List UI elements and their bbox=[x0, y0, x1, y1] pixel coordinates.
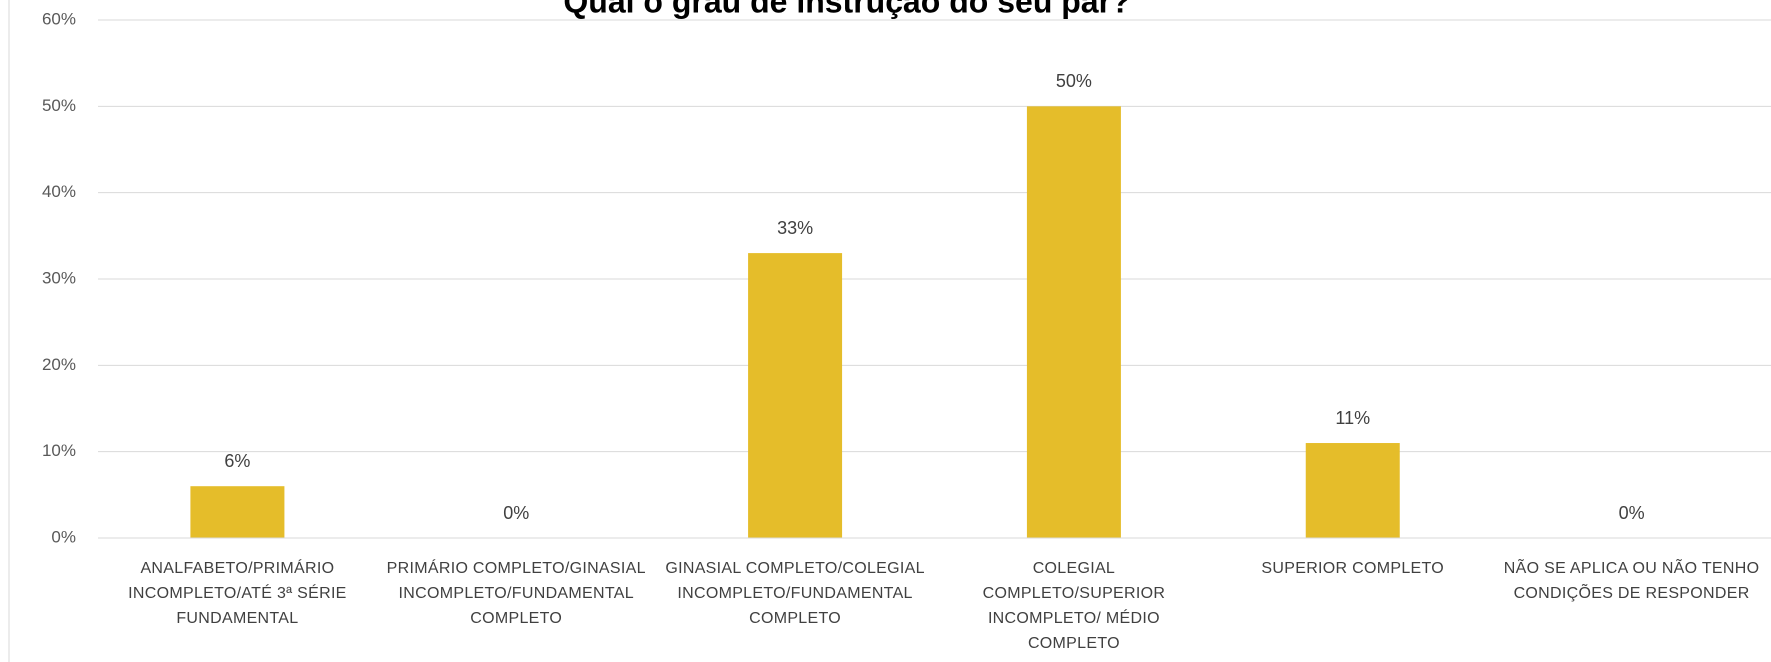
bar bbox=[1305, 443, 1400, 538]
y-tick-label: 50% bbox=[42, 96, 76, 115]
chart-title: Qual o grau de instrução do seu par? bbox=[563, 0, 1130, 19]
x-tick-label: COLEGIAL COMPLETO/SUPERIOR INCOMPLETO/ M… bbox=[982, 560, 1166, 652]
data-label: 50% bbox=[1056, 71, 1092, 91]
y-tick-label: 30% bbox=[42, 268, 76, 287]
y-tick-label: 10% bbox=[42, 441, 76, 460]
data-label: 33% bbox=[777, 218, 813, 238]
x-tick-label: NÃO SE APLICA OU NÃO TENHO CONDIÇÕES DE … bbox=[1503, 560, 1760, 602]
data-label: 0% bbox=[1619, 503, 1645, 523]
bar bbox=[748, 253, 843, 538]
x-tick-label: ANALFABETO/PRIMÁRIO INCOMPLETO/ATÉ 3ª SÉ… bbox=[128, 560, 347, 627]
y-tick-label: 20% bbox=[42, 355, 76, 374]
y-tick-label: 40% bbox=[42, 182, 76, 201]
x-tick-label: SUPERIOR COMPLETO bbox=[1261, 560, 1445, 577]
bar bbox=[1026, 106, 1121, 538]
data-label: 11% bbox=[1335, 408, 1370, 428]
bar bbox=[190, 486, 285, 538]
y-tick-label: 60% bbox=[42, 9, 76, 28]
data-label: 6% bbox=[224, 451, 250, 471]
data-label: 0% bbox=[503, 503, 529, 523]
x-tick-label: GINASIAL COMPLETO/COLEGIAL INCOMPLETO/FU… bbox=[665, 560, 925, 627]
y-tick-label: 0% bbox=[51, 527, 76, 546]
x-tick-label: PRIMÁRIO COMPLETO/GINASIAL INCOMPLETO/FU… bbox=[386, 560, 646, 627]
